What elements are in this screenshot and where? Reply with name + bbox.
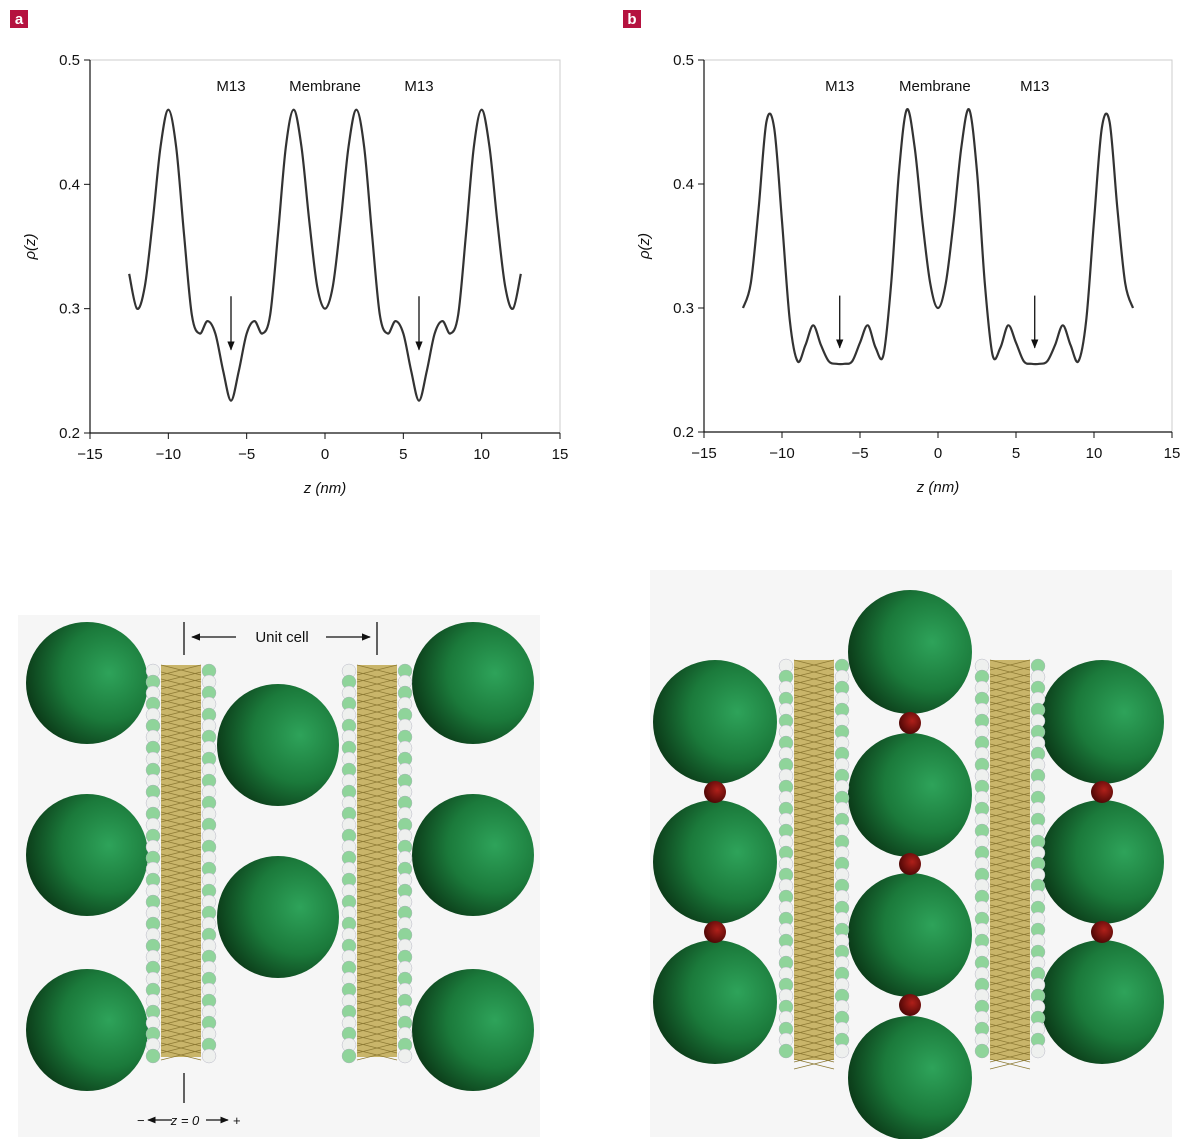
lipid-bead bbox=[1031, 1044, 1045, 1058]
x-tick-label: 0 bbox=[934, 445, 942, 462]
annotation: Membrane bbox=[289, 78, 361, 95]
virus-sphere bbox=[26, 622, 148, 744]
link-dot bbox=[899, 994, 921, 1016]
y-tick-label: 0.3 bbox=[673, 300, 694, 317]
virus-sphere bbox=[1040, 800, 1164, 924]
x-tick-label: 10 bbox=[473, 446, 490, 463]
x-axis-label: z (nm) bbox=[916, 479, 960, 496]
x-tick-label: −10 bbox=[156, 446, 181, 463]
virus-sphere bbox=[26, 969, 148, 1091]
x-axis-label: z (nm) bbox=[303, 480, 347, 497]
y-tick-label: 0.5 bbox=[59, 52, 80, 69]
plot-frame bbox=[704, 60, 1172, 432]
lipid-bead bbox=[835, 1044, 849, 1058]
virus-sphere bbox=[412, 622, 534, 744]
link-dot bbox=[899, 853, 921, 875]
minus-label: − bbox=[137, 1113, 145, 1128]
virus-sphere bbox=[848, 1016, 972, 1139]
y-tick-label: 0.3 bbox=[59, 301, 80, 318]
link-dot bbox=[704, 781, 726, 803]
plot-frame bbox=[90, 60, 560, 433]
virus-sphere bbox=[848, 590, 972, 714]
x-tick-label: 15 bbox=[1164, 445, 1181, 462]
panel-label: b bbox=[627, 11, 636, 28]
nanotube bbox=[794, 660, 834, 1060]
x-tick-label: 0 bbox=[321, 446, 329, 463]
x-tick-label: 15 bbox=[552, 446, 569, 463]
virus-sphere bbox=[653, 800, 777, 924]
lipid-bead bbox=[398, 1049, 412, 1063]
panel-label: a bbox=[15, 11, 24, 28]
plus-label: + bbox=[233, 1113, 241, 1128]
virus-sphere bbox=[1040, 660, 1164, 784]
x-tick-label: −15 bbox=[77, 446, 102, 463]
illustrations bbox=[18, 570, 1172, 1139]
x-tick-label: 5 bbox=[399, 446, 407, 463]
y-tick-label: 0.4 bbox=[59, 176, 80, 193]
x-tick-label: 10 bbox=[1086, 445, 1103, 462]
line bbox=[743, 109, 1133, 364]
link-dot bbox=[1091, 921, 1113, 943]
y-tick-label: 0.2 bbox=[59, 425, 80, 442]
origin-label: z = 0 bbox=[170, 1113, 200, 1128]
virus-sphere bbox=[217, 684, 339, 806]
unit-cell-label: Unit cell bbox=[255, 629, 308, 646]
x-tick-label: −10 bbox=[769, 445, 794, 462]
x-tick-label: −15 bbox=[691, 445, 716, 462]
figure: a b Unit cell − z = 0 + 0.2 0.3 0.4 0.5 −15 −… bbox=[0, 0, 1182, 1139]
virus-sphere bbox=[848, 873, 972, 997]
lipid-bead bbox=[975, 1044, 989, 1058]
annotation: M13 bbox=[1020, 78, 1049, 95]
virus-sphere bbox=[653, 660, 777, 784]
lipid-bead bbox=[779, 1044, 793, 1058]
y-tick-label: 0.5 bbox=[673, 52, 694, 69]
link-dot bbox=[1091, 781, 1113, 803]
virus-sphere bbox=[217, 856, 339, 978]
x-tick-label: −5 bbox=[238, 446, 255, 463]
nanotube bbox=[161, 665, 201, 1057]
nanotube bbox=[357, 665, 397, 1057]
lipid-bead bbox=[202, 1049, 216, 1063]
y-axis-label: ρ(z) bbox=[22, 233, 39, 260]
annotation: M13 bbox=[404, 78, 433, 95]
y-axis-label: ρ(z) bbox=[636, 233, 653, 260]
virus-sphere bbox=[1040, 940, 1164, 1064]
x-tick-label: 5 bbox=[1012, 445, 1020, 462]
x-tick-label: −5 bbox=[851, 445, 868, 462]
nanotube bbox=[990, 660, 1030, 1060]
link-dot bbox=[899, 712, 921, 734]
line bbox=[129, 110, 521, 401]
lipid-bead bbox=[146, 1049, 160, 1063]
annotation: Membrane bbox=[899, 78, 971, 95]
virus-sphere bbox=[26, 794, 148, 916]
lipid-bead bbox=[342, 1049, 356, 1063]
virus-sphere bbox=[848, 733, 972, 857]
virus-sphere bbox=[653, 940, 777, 1064]
annotation: M13 bbox=[825, 78, 854, 95]
annotation: M13 bbox=[216, 78, 245, 95]
y-tick-label: 0.2 bbox=[673, 424, 694, 441]
virus-sphere bbox=[412, 969, 534, 1091]
link-dot bbox=[704, 921, 726, 943]
virus-sphere bbox=[412, 794, 534, 916]
y-tick-label: 0.4 bbox=[673, 176, 694, 193]
